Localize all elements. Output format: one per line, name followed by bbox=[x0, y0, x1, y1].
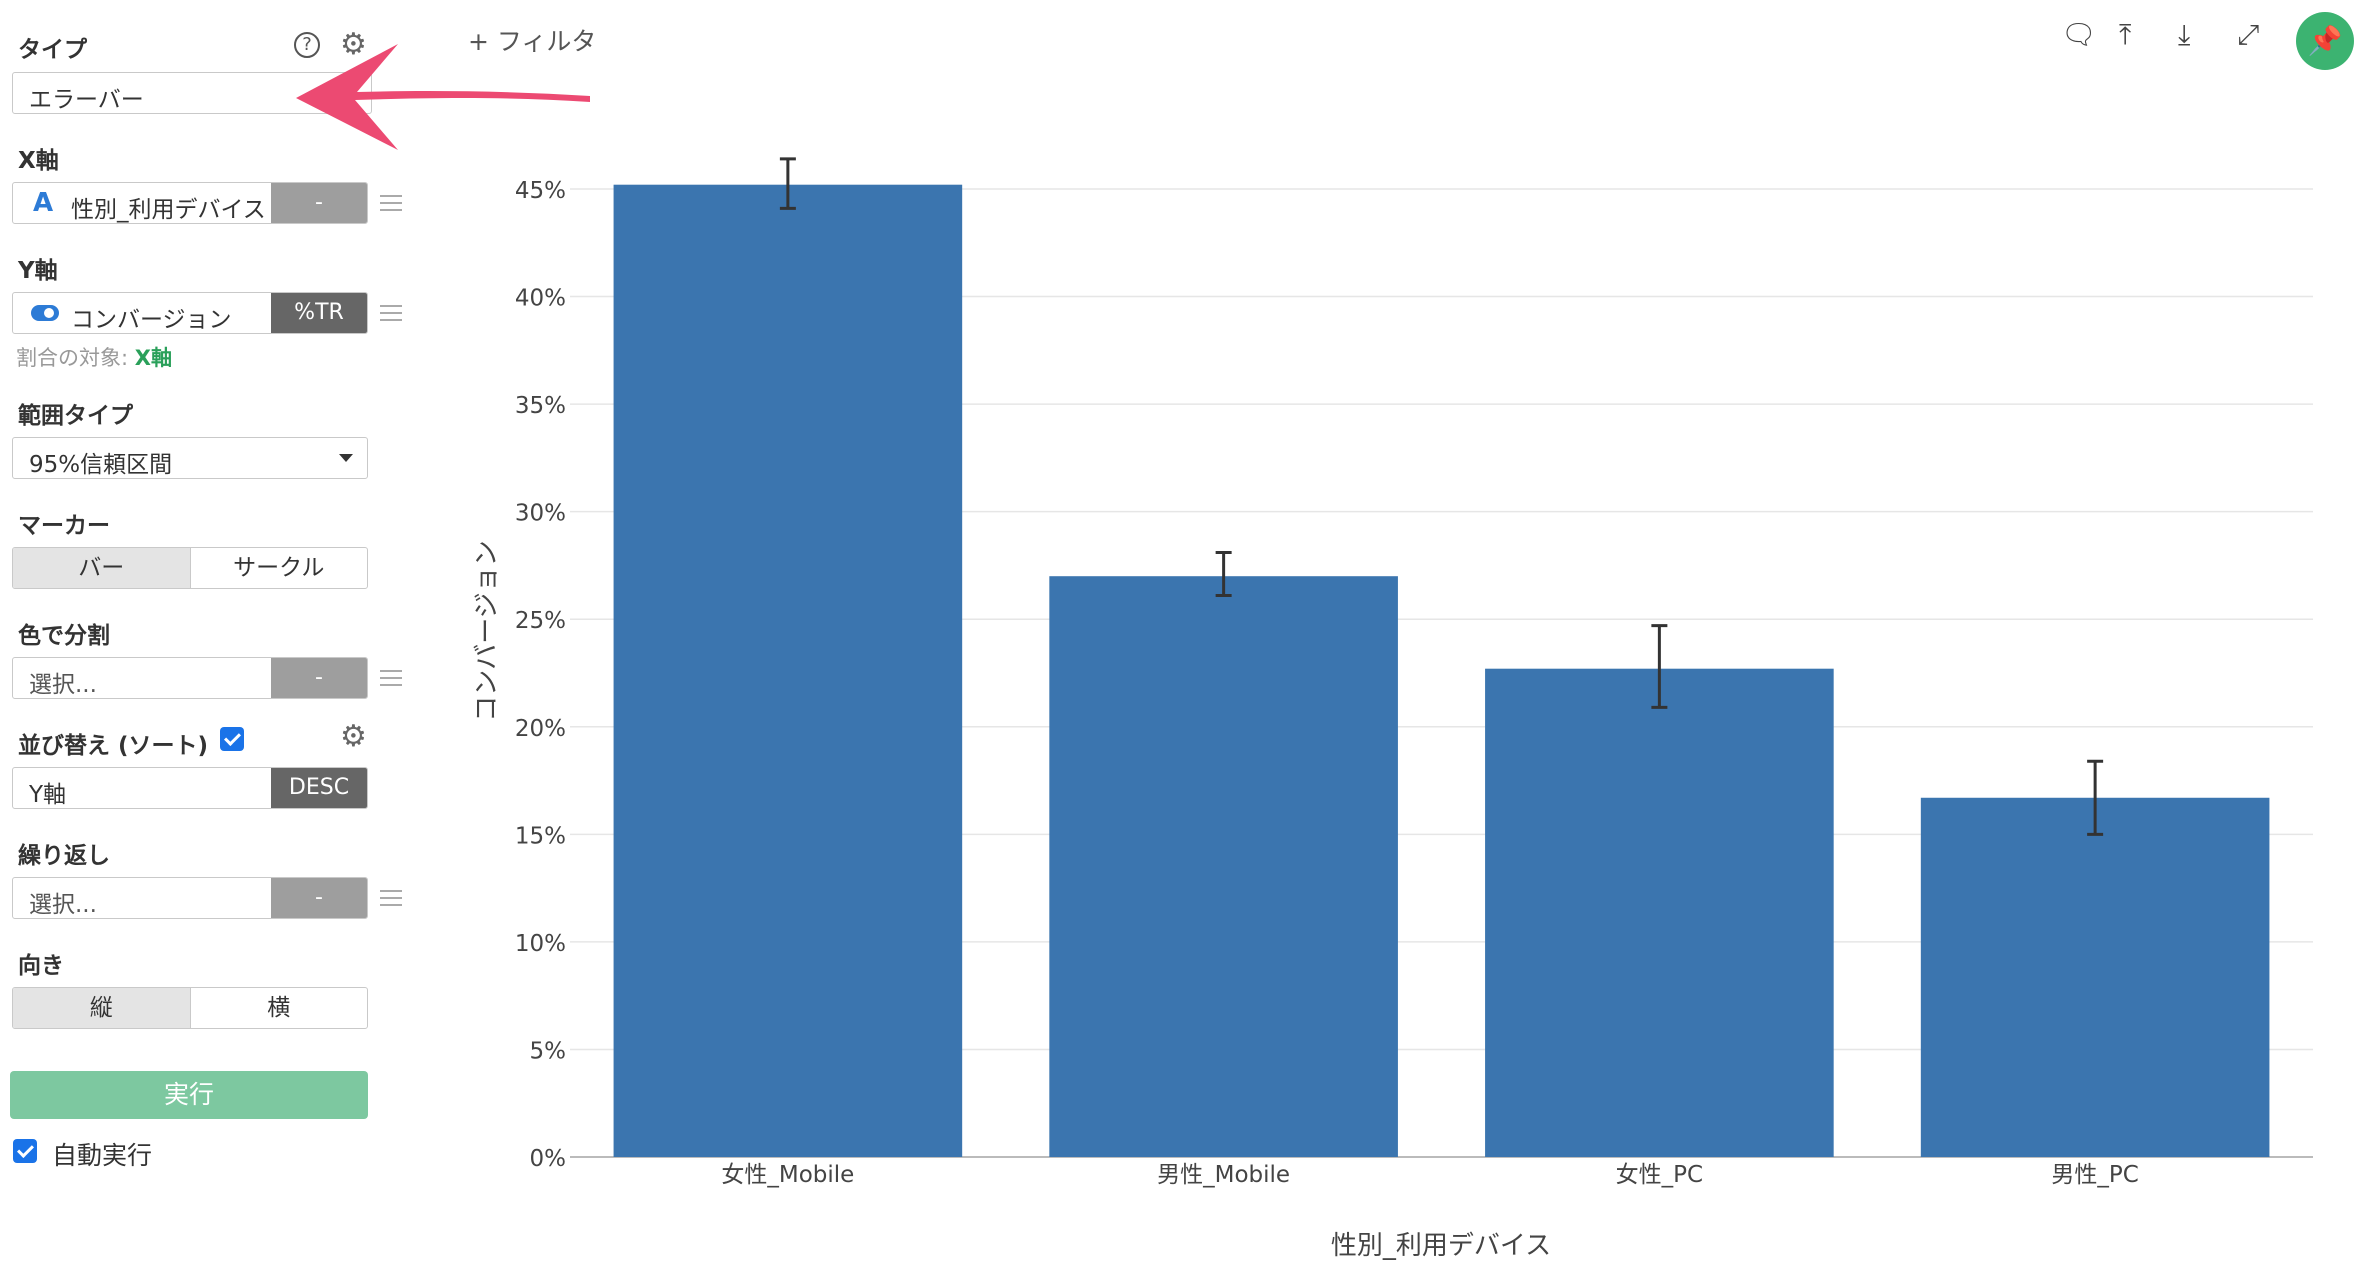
y-tick-label: 30% bbox=[515, 501, 566, 527]
string-type-icon: A bbox=[33, 188, 54, 218]
y-axis-label: Y軸 bbox=[18, 258, 58, 284]
marker-label: マーカー bbox=[18, 513, 110, 539]
sort-field[interactable]: Y軸 DESC bbox=[12, 767, 368, 809]
y-tick-label: 15% bbox=[515, 823, 566, 849]
orientation-label: 向き bbox=[18, 953, 64, 979]
x-axis-value: 性別_利用デバイス bbox=[71, 197, 266, 223]
y-tick-label: 5% bbox=[530, 1038, 567, 1064]
marker-bar-option[interactable]: バー bbox=[13, 548, 191, 588]
range-type-value: 95%信頼区間 bbox=[29, 452, 173, 478]
x-tick-label: 女性_Mobile bbox=[721, 1162, 854, 1188]
toggle-icon bbox=[31, 305, 59, 321]
y-tick-label: 20% bbox=[515, 716, 566, 742]
bar bbox=[613, 184, 963, 1158]
y-tick-label: 25% bbox=[515, 608, 566, 634]
range-type-label: 範囲タイプ bbox=[18, 403, 133, 429]
auto-run-checkbox[interactable] bbox=[13, 1139, 37, 1163]
sort-label: 並び替え (ソート) bbox=[18, 733, 209, 759]
comment-icon[interactable]: 🗨 bbox=[2061, 18, 2097, 51]
pin-icon[interactable]: 📌 bbox=[2296, 12, 2354, 70]
repeat-value: 選択... bbox=[29, 892, 97, 918]
bar bbox=[1485, 668, 1834, 1157]
type-label: タイプ bbox=[18, 37, 87, 63]
bar bbox=[1920, 797, 2270, 1157]
orientation-vertical-option[interactable]: 縦 bbox=[13, 988, 191, 1028]
color-split-label: 色で分割 bbox=[18, 623, 110, 649]
y-tick-label: 0% bbox=[530, 1146, 567, 1172]
orientation-horizontal-option[interactable]: 横 bbox=[267, 995, 291, 1021]
ratio-target: 割合の対象: X軸 bbox=[16, 342, 172, 372]
color-split-value: 選択... bbox=[29, 672, 97, 698]
repeat-field[interactable]: 選択... - bbox=[12, 877, 368, 919]
repeat-aggregate-button[interactable]: - bbox=[271, 878, 367, 918]
repeat-drag-handle-icon[interactable] bbox=[380, 890, 402, 906]
y-tick-label: 10% bbox=[515, 931, 566, 957]
settings-sidebar: タイプ ? ⚙ エラーバー X軸 A 性別_利用デバイス - Y軸 コンバージョ… bbox=[0, 0, 420, 1272]
marker-toggle: バー サークル bbox=[12, 547, 368, 589]
download-icon[interactable]: ⤓ bbox=[2178, 18, 2191, 51]
color-split-field[interactable]: 選択... - bbox=[12, 657, 368, 699]
y-tick-label: 40% bbox=[515, 286, 566, 312]
x-axis-drag-handle-icon[interactable] bbox=[380, 195, 402, 211]
auto-run-label: 自動実行 bbox=[52, 1141, 153, 1170]
x-tick-label: 男性_Mobile bbox=[1157, 1162, 1290, 1188]
chevron-down-icon bbox=[339, 454, 353, 462]
range-type-select[interactable]: 95%信頼区間 bbox=[12, 437, 368, 479]
color-split-drag-handle-icon[interactable] bbox=[380, 670, 402, 686]
run-button[interactable]: 実行 bbox=[10, 1071, 368, 1119]
y-axis-field[interactable]: コンバージョン %TR bbox=[12, 292, 368, 334]
ratio-target-label: 割合の対象: bbox=[16, 346, 129, 370]
orientation-toggle: 縦 横 bbox=[12, 987, 368, 1029]
x-tick-label: 男性_PC bbox=[2051, 1162, 2138, 1188]
y-tick-label: 35% bbox=[515, 393, 566, 419]
color-split-aggregate-button[interactable]: - bbox=[271, 658, 367, 698]
upload-icon[interactable]: ⤒ bbox=[2119, 18, 2132, 51]
marker-circle-option[interactable]: サークル bbox=[233, 555, 325, 581]
bar bbox=[1049, 576, 1398, 1157]
sort-order-button[interactable]: DESC bbox=[271, 768, 367, 808]
repeat-label: 繰り返し bbox=[18, 843, 110, 869]
y-axis-value: コンバージョン bbox=[71, 307, 232, 333]
y-axis-drag-handle-icon[interactable] bbox=[380, 305, 402, 321]
x-axis-aggregate-button[interactable]: - bbox=[271, 183, 367, 223]
x-tick-label: 女性_PC bbox=[1616, 1162, 1703, 1188]
x-axis-label: X軸 bbox=[18, 148, 59, 174]
y-tick-label: 45% bbox=[515, 178, 566, 204]
x-axis-title: 性別_利用デバイス bbox=[1331, 1231, 1551, 1261]
type-value: エラーバー bbox=[29, 87, 144, 113]
sort-value: Y軸 bbox=[29, 782, 67, 808]
x-axis-field[interactable]: A 性別_利用デバイス - bbox=[12, 182, 368, 224]
y-axis-aggregate-button[interactable]: %TR bbox=[271, 293, 367, 333]
y-axis-title: コンバージョン bbox=[472, 540, 502, 721]
ratio-target-value[interactable]: X軸 bbox=[134, 346, 172, 370]
sort-checkbox[interactable] bbox=[220, 727, 244, 751]
sort-gear-icon[interactable]: ⚙ bbox=[340, 719, 367, 754]
expand-icon[interactable]: ⤢ bbox=[2237, 18, 2260, 51]
